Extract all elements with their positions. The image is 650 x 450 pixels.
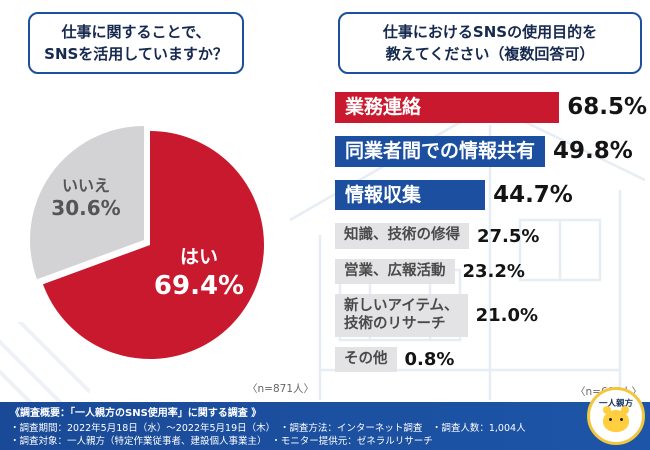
pie-chart: いいえ 30.6% はい 69.4% (22, 118, 267, 363)
pie-slices (29, 126, 264, 359)
bar-label: 知識、技術の修得 (344, 227, 460, 244)
pie-label-yes: はい 69.4% (140, 246, 258, 302)
bar-segment: 業務連絡 (335, 92, 560, 123)
bar-value: 23.2% (462, 260, 525, 282)
bar-segment: 同業者間での情報共有 (335, 135, 546, 167)
pie-question-text: 仕事に関することで、 SNSを活用していますか？ (44, 22, 228, 64)
bar-value: 0.8% (404, 349, 455, 371)
bar-value: 49.8% (553, 138, 633, 165)
bar-row: 知識、技術の修得 27.5% (335, 223, 647, 249)
pie-question-box: 仕事に関することで、 SNSを活用していますか？ (28, 12, 244, 74)
bar-question-text: 仕事におけるSNSの使用目的を 教えてください（複数回答可） (382, 22, 598, 64)
bar-label: 営業、広報活動 (344, 262, 446, 279)
bar-chart: 業務連絡 68.5% 同業者間での情報共有 49.8% 情報収集 44.7% 知… (335, 92, 647, 382)
mascot-ear-icon (603, 406, 611, 415)
mascot-logo-badge: 一人親方 (587, 387, 645, 445)
bar-value: 68.5% (567, 94, 647, 121)
bar-row: 業務連絡 68.5% (335, 92, 647, 123)
corner-stripes-decoration (0, 322, 90, 402)
bar-row: その他 0.8% (335, 346, 647, 373)
mascot-face-icon (603, 406, 629, 433)
pie-sample-size: 〈n=871人〉 (247, 383, 314, 395)
survey-overview-line2: ・調査期間：2022年5月18日（水）～2022年5月19日（木） ・調査方法：… (10, 422, 526, 434)
pie-label-no-value: 30.6% (51, 196, 121, 220)
bar-segment: 情報収集 (335, 179, 486, 211)
survey-overview-line3: ・調査対象：一人親方（特定作業従事者、建設個人事業主） ・モニター提供元：ゼネラ… (10, 436, 433, 448)
survey-overview-footer: 《調査概要：「一人親方のSNS使用率」に関する調査 》 ・調査期間：2022年5… (0, 402, 650, 450)
mascot-ear-icon (621, 406, 629, 415)
bar-label: その他 (344, 350, 388, 367)
pie-label-no: いいえ 30.6% (30, 176, 142, 221)
logo-text: 一人親方 (598, 398, 633, 409)
pie-label-no-name: いいえ (61, 176, 110, 195)
bar-row: 新しいアイテム、 技術のリサーチ 21.0% (335, 294, 647, 337)
bar-row: 情報収集 44.7% (335, 179, 647, 211)
bar-row: 営業、広報活動 23.2% (335, 258, 647, 285)
bar-segment: 知識、技術の修得 (335, 223, 469, 249)
bar-label: 新しいアイテム、 技術のリサーチ (344, 298, 459, 332)
pie-label-yes-value: 69.4% (153, 270, 245, 301)
bar-label: 業務連絡 (345, 96, 422, 118)
bar-label: 情報収集 (345, 183, 422, 206)
bar-segment: 新しいアイテム、 技術のリサーチ (335, 294, 468, 337)
bar-label: 同業者間での情報共有 (345, 139, 536, 162)
pie-label-yes-name: はい (179, 246, 218, 268)
bar-value: 21.0% (475, 305, 539, 327)
survey-overview-title: 《調査概要：「一人親方のSNS使用率」に関する調査 》 (10, 408, 262, 419)
bar-question-box: 仕事におけるSNSの使用目的を 教えてください（複数回答可） (338, 12, 642, 74)
bar-value: 44.7% (493, 181, 573, 208)
bar-value: 27.5% (477, 225, 540, 247)
bar-segment: その他 (335, 346, 397, 373)
bar-segment: 営業、広報活動 (335, 258, 455, 285)
bar-row: 同業者間での情報共有 49.8% (335, 135, 647, 167)
